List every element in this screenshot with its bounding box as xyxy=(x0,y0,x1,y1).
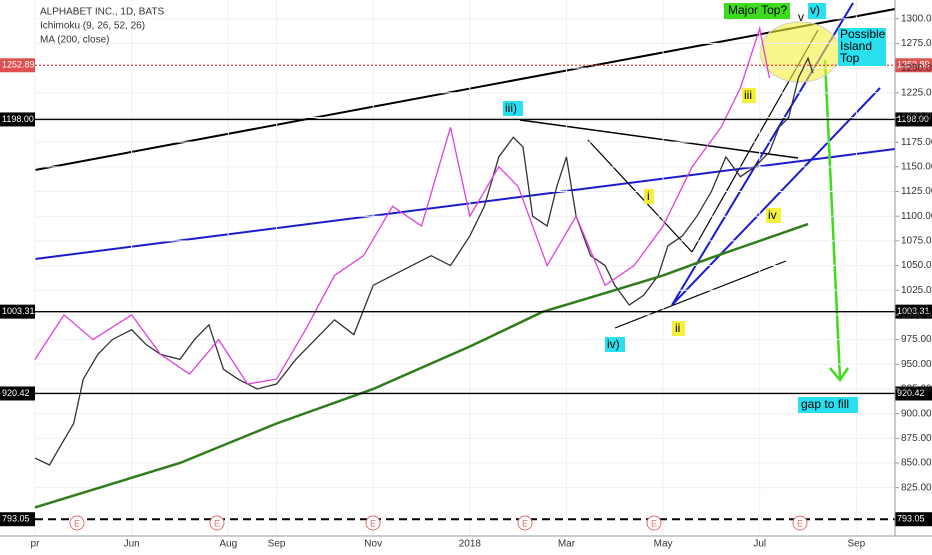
price-level-label: 920.42 xyxy=(897,388,925,398)
grid xyxy=(34,0,895,536)
earnings-label: E xyxy=(522,518,528,528)
annotation-box xyxy=(766,208,781,223)
price-level-box xyxy=(895,386,932,401)
y-tick-label: 1225.00 xyxy=(901,87,932,98)
x-tick-label: May xyxy=(654,539,673,550)
earnings-label: E xyxy=(651,518,657,528)
y-tick-label: 1125.00 xyxy=(901,186,932,197)
earnings-marker xyxy=(517,515,533,531)
y-tick-label: 825.00 xyxy=(901,482,932,493)
price-level-box xyxy=(895,58,932,73)
annotation: iii) xyxy=(505,101,517,115)
price-level-box xyxy=(895,304,932,319)
price-level-label: 920.42 xyxy=(2,388,30,398)
earnings-label: E xyxy=(74,518,80,528)
y-tick-label: 1075.00 xyxy=(901,236,932,247)
earnings-marker xyxy=(365,515,381,531)
price-level-label: 1198.00 xyxy=(2,114,34,124)
annotation: Island xyxy=(840,39,872,53)
y-tick-label: 950.00 xyxy=(901,359,932,370)
y-tick-label: 1200.00 xyxy=(901,112,932,123)
price-level-box xyxy=(0,112,35,127)
earnings-marker xyxy=(792,515,808,531)
plot: 1252.89 1252.89 1198.00 1198.00 1003.31 1003.… xyxy=(0,26,932,531)
y-tick-label: 1300.00 xyxy=(901,13,932,24)
annotation: iv) xyxy=(607,337,620,351)
annotation-box xyxy=(672,321,685,336)
price-level-label: 1252.89 xyxy=(897,60,930,70)
y-tick-label: 900.00 xyxy=(901,408,932,419)
annotations: Major Top? v) v Possible Island Top iii)… xyxy=(503,3,886,413)
x-tick-label: 2018 xyxy=(459,539,482,550)
series-line xyxy=(34,26,771,385)
price-level-box xyxy=(895,112,932,127)
annotation: ii xyxy=(675,321,680,335)
earnings-label: E xyxy=(214,518,220,528)
price-level-label: 1003.31 xyxy=(897,306,930,316)
annotation: i xyxy=(647,189,650,203)
x-tick-label: Aug xyxy=(219,539,237,550)
price-level-box xyxy=(0,386,35,401)
y-tick-label: 1150.00 xyxy=(901,161,932,172)
annotation: v) xyxy=(810,3,820,17)
price-level-label: 793.05 xyxy=(897,514,925,524)
y-tick-label: 1175.00 xyxy=(901,137,932,148)
earnings-label: E xyxy=(797,518,803,528)
x-tick-label: pr xyxy=(31,539,41,550)
earnings-marker xyxy=(209,515,225,531)
price-level-box xyxy=(0,304,35,319)
x-tick-label: Sep xyxy=(268,539,286,550)
price-level-label: 1198.00 xyxy=(897,114,929,124)
annotation-box xyxy=(724,3,790,19)
x-tick-label: Jul xyxy=(753,539,766,550)
y-tick-label: 1275.00 xyxy=(901,38,932,49)
price-level-box xyxy=(0,58,35,73)
y-tick-label: 1025.00 xyxy=(901,285,932,296)
earnings-marker xyxy=(646,515,662,531)
annotation-box xyxy=(838,28,886,66)
annotation-box xyxy=(808,3,826,19)
price-level-label: 793.05 xyxy=(2,514,30,524)
annotation-box xyxy=(503,101,523,116)
annotation: v xyxy=(798,10,804,24)
price-level-box xyxy=(895,512,932,527)
annotation: iii xyxy=(744,88,752,102)
earnings-label: E xyxy=(370,518,376,528)
header-line: Ichimoku (9, 26, 52, 26) xyxy=(40,21,145,32)
y-tick-label: 1100.00 xyxy=(901,211,932,222)
y-tick-label: 1000.00 xyxy=(901,310,932,321)
price-level-label: 1003.31 xyxy=(2,306,35,316)
y-tick-label: 925.00 xyxy=(901,384,932,395)
annotation-box xyxy=(798,397,858,413)
header-line: ALPHABET INC., 1D, BATS xyxy=(40,7,164,18)
x-tick-label: Mar xyxy=(558,539,576,550)
x-tick-label: Sep xyxy=(847,539,865,550)
header: ALPHABET INC., 1D, BATS Ichimoku (9, 26,… xyxy=(40,7,164,46)
price-level-label: 1252.89 xyxy=(2,60,35,70)
y-tick-label: 850.00 xyxy=(901,458,932,469)
y-tick-label: 1050.00 xyxy=(901,260,932,271)
annotation-box xyxy=(644,189,654,204)
earnings-marker xyxy=(69,515,85,531)
annotation: Major Top? xyxy=(728,3,787,17)
price-level-box xyxy=(0,512,35,527)
annotation-box xyxy=(742,88,756,103)
y-tick-label: 975.00 xyxy=(901,334,932,345)
annotation: Possible xyxy=(840,27,886,41)
annotation-box xyxy=(605,337,625,352)
y-tick-label: 875.00 xyxy=(901,433,932,444)
x-tick-label: Jun xyxy=(124,539,140,550)
annotation: iv xyxy=(768,208,777,222)
x-tick-label: Nov xyxy=(364,539,382,550)
y-tick-label: 1250.00 xyxy=(901,63,932,74)
annotation: Top xyxy=(840,51,860,65)
header-line: MA (200, close) xyxy=(40,35,109,46)
annotation: gap to fill xyxy=(801,397,849,411)
